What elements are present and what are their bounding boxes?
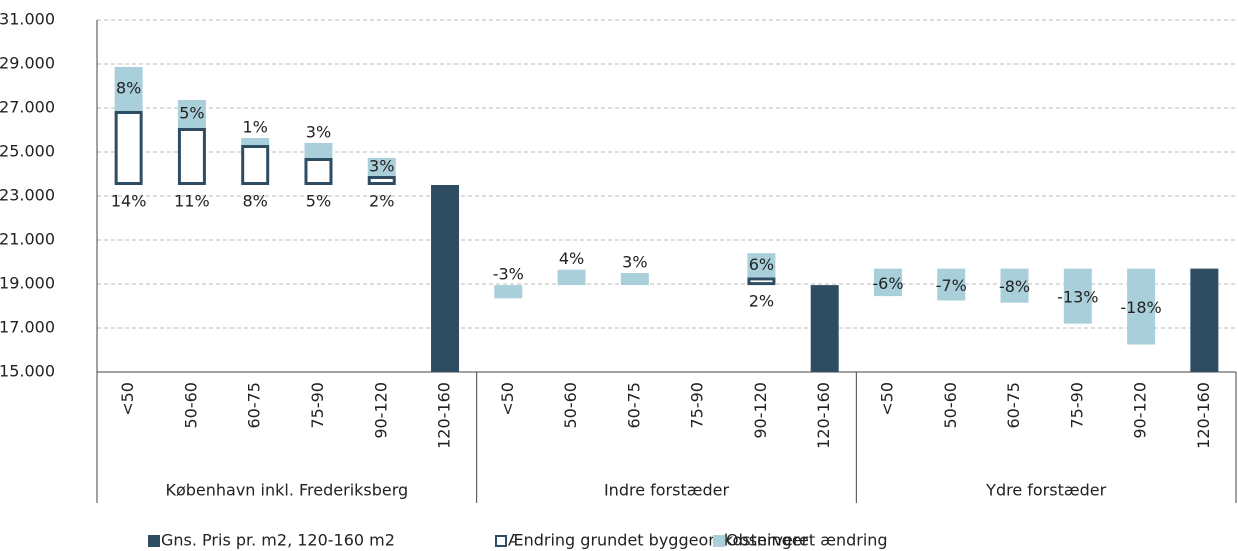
group-label: Ydre forstæder (985, 481, 1106, 500)
observed-label: 3% (306, 123, 331, 142)
cost-bar (241, 145, 270, 185)
observed-bar (1127, 268, 1156, 345)
observed-label: -8% (999, 277, 1030, 296)
observed-label: 4% (559, 249, 584, 268)
observed-bar (367, 158, 396, 177)
group-label: Indre forstæder (604, 481, 729, 500)
base-bar (810, 285, 839, 372)
x-tick-label: 90-120 (1131, 382, 1150, 439)
y-tick-label: 27.000 (0, 98, 55, 117)
observed-label: -18% (1120, 298, 1161, 317)
x-tick-label: 60-75 (245, 382, 264, 429)
observed-bar (241, 138, 270, 146)
x-tick-label: 50-60 (941, 382, 960, 429)
observed-label: 3% (369, 157, 394, 176)
observed-bar (494, 285, 523, 299)
y-tick-label: 23.000 (0, 186, 55, 205)
x-tick-label: <50 (118, 382, 137, 416)
x-tick-label: 90-120 (751, 382, 770, 439)
observed-label: -6% (872, 274, 903, 293)
observed-bar (747, 253, 776, 278)
base-bar (431, 185, 460, 372)
cost-label: 8% (242, 192, 267, 211)
x-tick-label: 90-120 (371, 382, 390, 439)
x-tick-label: <50 (877, 382, 896, 416)
base-bar (1190, 268, 1219, 372)
observed-bar (1000, 268, 1029, 303)
observed-label: 3% (622, 253, 647, 272)
x-tick-label: 50-60 (561, 382, 580, 429)
x-tick-label: 75-90 (1067, 382, 1086, 429)
legend-label: Observeret ændring (726, 531, 888, 550)
cost-label: 11% (174, 192, 210, 211)
observed-bar (557, 269, 586, 286)
observed-label: -3% (493, 265, 524, 284)
observed-label: 5% (179, 103, 204, 122)
observed-bar (1063, 268, 1092, 324)
observed-bar (937, 268, 966, 301)
observed-label: 1% (242, 118, 267, 137)
cost-bar (747, 277, 776, 286)
y-tick-label: 25.000 (0, 142, 55, 161)
cost-bar (177, 127, 206, 185)
legend-label: Gns. Pris pr. m2, 120-160 m2 (161, 531, 395, 550)
cost-label: 2% (369, 192, 394, 211)
cost-bar (114, 110, 143, 185)
y-tick-label: 15.000 (0, 362, 55, 381)
observed-bar (873, 268, 902, 297)
x-tick-label: 120-160 (435, 382, 454, 449)
y-tick-label: 29.000 (0, 54, 55, 73)
observed-bar (620, 273, 649, 286)
x-tick-label: 75-90 (688, 382, 707, 429)
observed-label: 6% (749, 255, 774, 274)
observed-bar (177, 99, 206, 128)
x-tick-label: 60-75 (1004, 382, 1023, 429)
legend-swatch (148, 535, 160, 547)
cost-label: 5% (306, 192, 331, 211)
cost-label: 2% (749, 292, 774, 311)
x-tick-label: 60-75 (624, 382, 643, 429)
cost-bar (367, 176, 396, 185)
x-tick-label: 75-90 (308, 382, 327, 429)
observed-bar (114, 66, 143, 111)
y-tick-label: 19.000 (0, 274, 55, 293)
observed-label: -7% (936, 276, 967, 295)
legend-swatch (495, 535, 507, 547)
observed-bar (304, 143, 333, 159)
y-tick-label: 21.000 (0, 230, 55, 249)
observed-label: 8% (116, 78, 141, 97)
cost-bar (304, 158, 333, 185)
legend-swatch (713, 535, 725, 547)
cost-label: 14% (111, 192, 147, 211)
group-label: København inkl. Frederiksberg (165, 481, 408, 500)
y-tick-label: 17.000 (0, 318, 55, 337)
y-tick-label: 31.000 (0, 10, 55, 29)
legend-label: Ændring grundet byggeomkostninger (508, 531, 809, 550)
x-tick-label: 50-60 (181, 382, 200, 429)
x-tick-label: 120-160 (1194, 382, 1213, 449)
x-tick-label: 120-160 (814, 382, 833, 449)
observed-label: -13% (1057, 288, 1098, 307)
x-tick-label: <50 (498, 382, 517, 416)
